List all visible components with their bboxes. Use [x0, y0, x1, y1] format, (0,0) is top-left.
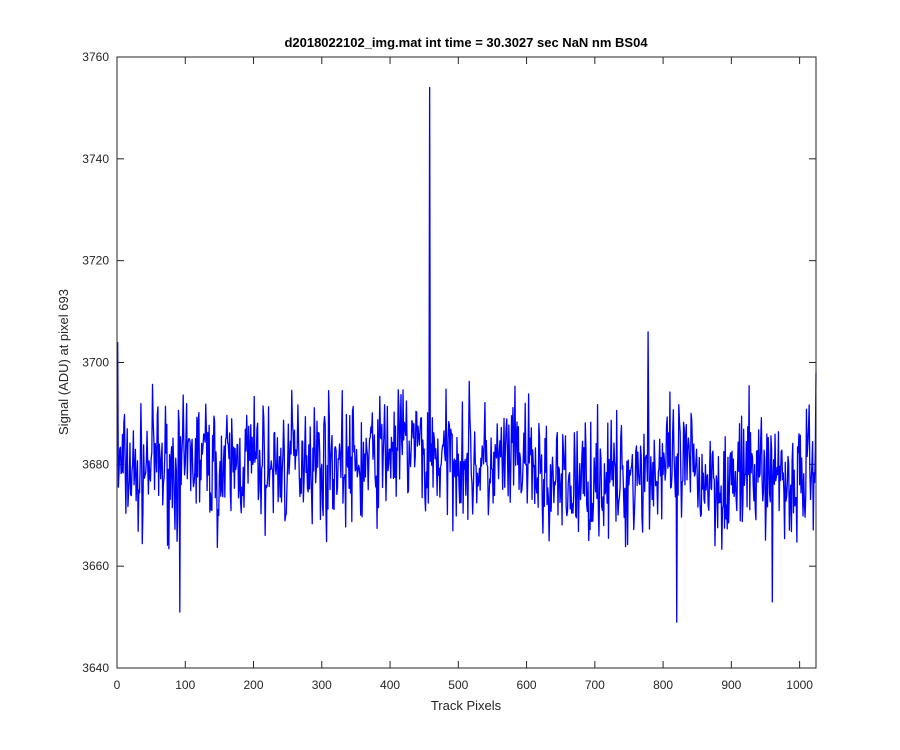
x-tick-label: 1000	[786, 678, 813, 692]
x-tick-label: 200	[244, 678, 264, 692]
x-tick-label: 0	[114, 678, 121, 692]
x-tick-label: 500	[448, 678, 468, 692]
chart-title: d2018022102_img.mat int time = 30.3027 s…	[284, 35, 648, 50]
y-tick-label: 3760	[82, 50, 109, 64]
y-tick-label: 3680	[82, 457, 109, 471]
y-tick-label: 3740	[82, 152, 109, 166]
y-tick-label: 3640	[82, 661, 109, 675]
y-tick-label: 3660	[82, 559, 109, 573]
y-tick-label: 3720	[82, 254, 109, 268]
x-tick-label: 400	[380, 678, 400, 692]
series-line-0	[117, 86, 817, 623]
y-axis-label: Signal (ADU) at pixel 693	[56, 289, 71, 435]
plot-area	[117, 57, 816, 668]
x-tick-label: 700	[585, 678, 605, 692]
x-tick-label: 800	[653, 678, 673, 692]
x-tick-label: 100	[175, 678, 195, 692]
series-group	[117, 86, 817, 623]
x-tick-label: 600	[517, 678, 537, 692]
tick-group: 0 100 200 300 400 500 600 700 800 900 1000 3640 3660…	[82, 50, 816, 692]
x-axis-label: Track Pixels	[431, 698, 502, 713]
y-tick-label: 3700	[82, 356, 109, 370]
x-tick-label: 900	[721, 678, 741, 692]
x-tick-label: 300	[312, 678, 332, 692]
axes-box	[116, 56, 817, 669]
